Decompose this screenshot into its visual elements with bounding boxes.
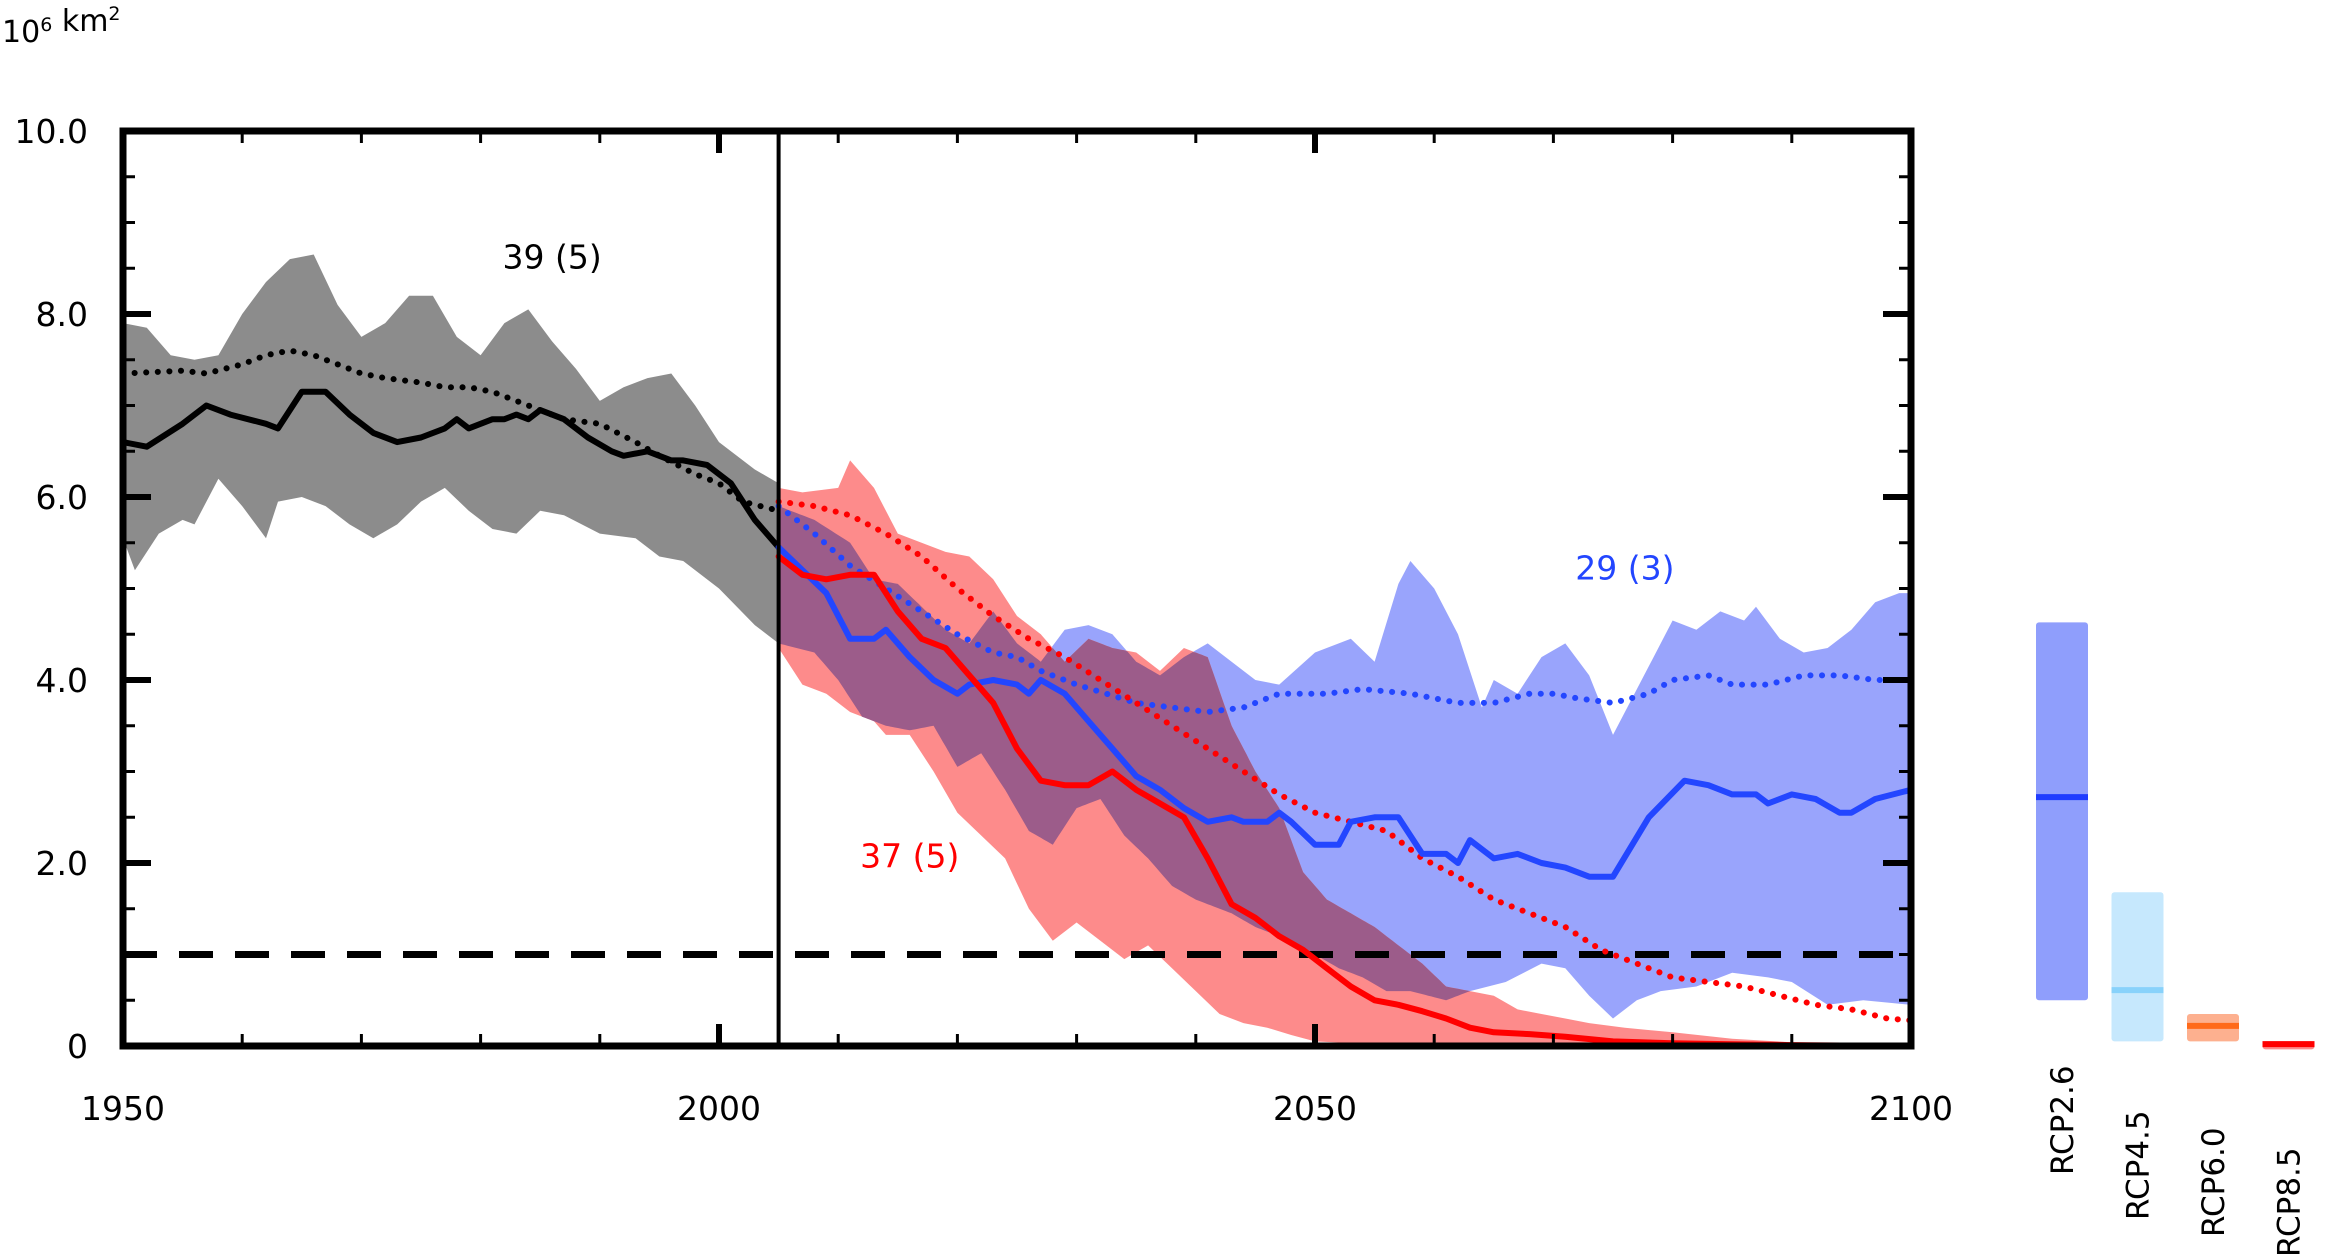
range-bar-rcp45: RCP4.5 [2111,892,2164,1220]
x-tick-label: 2050 [1273,1089,1357,1128]
range-bar-rcp26: RCP2.6 [2036,622,2088,1175]
y-tick-label: 0 [67,1027,88,1066]
annotations-layer: 39 (5) 29 (3) 37 (5) [503,237,1675,875]
annotation-label: 29 (3) [1575,548,1674,587]
bands-layer [123,254,1911,1046]
rcp8-5-subset-mean-line [775,553,1914,1049]
range-bar-rcp85: RCP8.5 [2262,1041,2315,1257]
x-tick-label: 2000 [677,1089,761,1128]
annotation-label: 37 (5) [860,837,959,876]
annotation-label: 39 (5) [503,237,602,276]
y-axis-unit-label: 106 km2 [2,3,121,50]
y-tick-label: 6.0 [36,478,88,517]
y-tick-label: 8.0 [36,295,88,334]
rcp8-5-band [778,460,1911,1046]
rcp2-6-subset-mean-line [775,544,1914,880]
range-bar-label: RCP6.0 [2196,1127,2232,1237]
range-bar-box [2036,622,2088,1001]
historical-band [123,254,779,644]
rcp-overlap-band [778,506,1911,1025]
range-bars-panel: RCP2.6 RCP4.5 RCP6.0 RCP8.5 [2036,622,2315,1257]
historical-subset-mean-line [120,388,782,551]
y-tick-label: 4.0 [36,661,88,700]
axis-ticks: 0 2.0 4.0 6.0 8.0 10.0 1950 2000 2050 2100 [15,112,1953,1128]
rcp2-6-multi-model-mean-line [775,503,1914,715]
y-tick-label: 10.0 [15,112,88,151]
range-bar-label: RCP8.5 [2272,1147,2308,1257]
range-bar-label: RCP2.6 [2045,1065,2081,1175]
range-bar-box [2111,892,2164,1042]
x-tick-label: 2100 [1869,1089,1953,1128]
range-bar-rcp60: RCP6.0 [2187,1013,2239,1237]
lines-layer [120,131,1914,1049]
x-tick-label: 1950 [81,1089,165,1128]
rcp2-6-band [778,506,1911,1019]
range-bar-label: RCP4.5 [2121,1110,2157,1220]
y-tick-label: 2.0 [36,844,88,883]
